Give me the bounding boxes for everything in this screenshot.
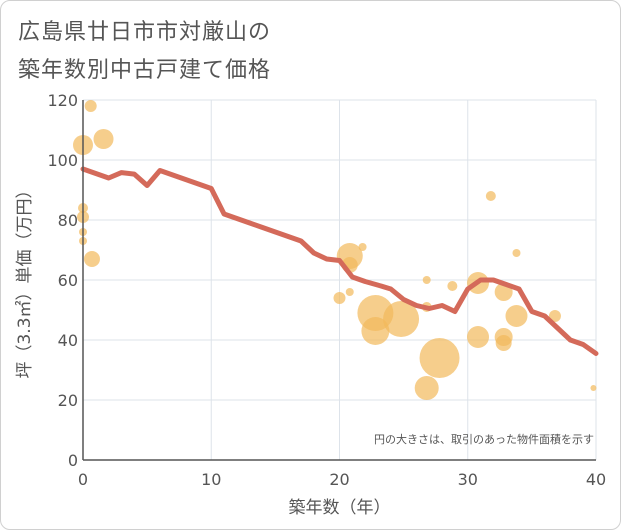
tick-labels: 0 20 40 60 80 100 120 0 10 20 30 40	[47, 91, 606, 489]
y-axis-label: 坪（3.3㎡）単価（万円）	[15, 181, 35, 378]
bubble-size-note: 円の大きさは、取引のあった物件面積を示す	[374, 432, 594, 446]
bubble-point-28	[505, 305, 528, 327]
x-tick-label-10: 10	[201, 470, 221, 489]
bubble-point-27	[512, 249, 521, 257]
x-tick-label-0: 0	[78, 470, 88, 489]
x-axis-label: 築年数（年）	[289, 498, 391, 518]
bubble-point-7	[83, 251, 100, 267]
y-tick-label-60: 60	[58, 271, 78, 290]
axes	[82, 100, 596, 461]
average-line	[80, 166, 599, 356]
y-tick-label-100: 100	[47, 151, 78, 170]
bubble-point-22	[467, 326, 490, 348]
x-tick-label-40: 40	[586, 470, 606, 489]
bubble-point-15	[383, 301, 420, 337]
bubble-point-8	[333, 292, 346, 304]
grid-lines	[82, 99, 597, 461]
chart-title-line-2: 築年数別中古戸建て価格	[18, 58, 272, 83]
bubble-point-5	[84, 100, 97, 112]
y-tick-label-20: 20	[58, 391, 78, 410]
bubble-point-30	[590, 385, 597, 391]
bubble-point-20	[447, 281, 458, 291]
y-tick-label-0: 0	[68, 451, 78, 470]
x-tick-label-20: 20	[329, 470, 349, 489]
bubble-point-14	[361, 317, 390, 345]
bubble-point-26	[495, 335, 512, 351]
bubble-point-23	[485, 191, 496, 201]
average-line-series	[80, 166, 599, 356]
chart-title: 広島県廿日市市対厳山の 築年数別中古戸建て価格	[18, 14, 271, 90]
bubble-point-6	[93, 129, 114, 149]
y-tick-label-120: 120	[47, 91, 78, 110]
bubble-point-29	[548, 310, 561, 322]
bubble-point-19	[419, 338, 460, 378]
bubble-series	[73, 100, 597, 400]
x-tick-label-30: 30	[458, 470, 478, 489]
bubble-point-16	[422, 276, 431, 284]
bubble-point-11	[345, 288, 354, 296]
bubble-point-18	[414, 376, 439, 400]
chart-title-line-1: 広島県廿日市市対厳山の	[18, 20, 272, 45]
bubble-point-12	[358, 243, 367, 251]
y-tick-label-80: 80	[58, 211, 78, 230]
y-tick-label-40: 40	[58, 331, 78, 350]
